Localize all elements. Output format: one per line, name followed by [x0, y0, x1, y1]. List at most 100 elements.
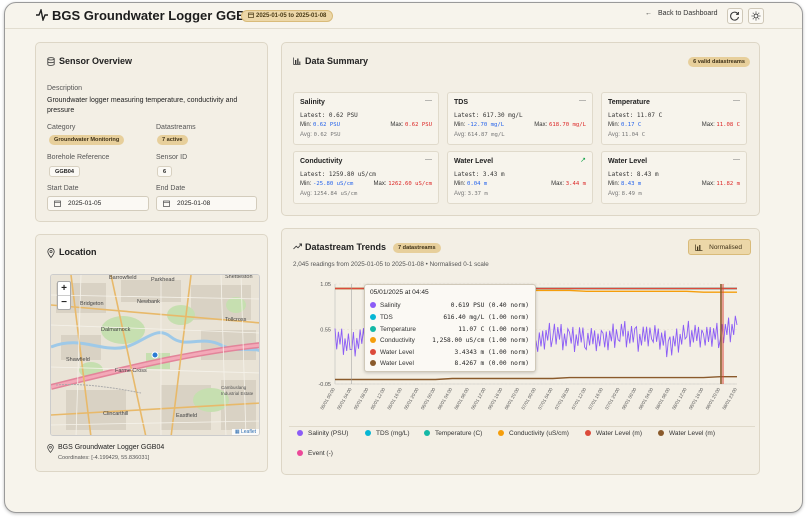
x-tick-label: 08/01 23:00 — [721, 387, 738, 411]
date-range-badge: 2025-01-05 to 2025-01-08 — [241, 10, 334, 22]
map-label: Shawfield — [66, 357, 90, 363]
stat-avg-label: Avg: — [608, 191, 620, 197]
end-date-field[interactable]: 2025-01-08 — [156, 196, 257, 211]
theme-toggle-button[interactable] — [748, 8, 764, 24]
data-summary-title: Data Summary — [305, 56, 369, 66]
stat-min: -12.70 mg/L — [467, 122, 505, 128]
location-map[interactable]: Barrowfield Parkhead Shettleston Bridget… — [50, 274, 260, 436]
legend-item[interactable]: Salinity (PSU) — [297, 430, 348, 437]
map-label: Cambuslang Industrial Estate — [221, 385, 254, 396]
legend-divider — [289, 426, 755, 427]
description-label: Description — [47, 85, 83, 92]
legend-dot — [370, 314, 376, 320]
zoom-in-button[interactable]: + — [58, 282, 70, 296]
stat-latest: Latest: 1259.80 uS/cm — [300, 171, 376, 178]
tooltip-series-name: Salinity — [380, 302, 401, 309]
x-tick-label: 05/01 08:00 — [353, 387, 370, 411]
end-date-value: 2025-01-08 — [177, 200, 211, 207]
end-date-label: End Date — [156, 185, 186, 192]
stat-max-label: Max: — [534, 122, 548, 128]
stat-max: 11.08 C — [716, 122, 740, 128]
stat-min-label: Min: — [608, 181, 620, 187]
x-tick-label: 08/01 12:00 — [671, 387, 688, 411]
back-to-dashboard-link[interactable]: ← Back to Dashboard — [645, 10, 718, 17]
map-label: Farme Cross — [115, 368, 147, 374]
zoom-out-button[interactable]: − — [61, 297, 67, 308]
map-label: Parkhead — [151, 277, 175, 283]
start-date-label: Start Date — [47, 185, 79, 192]
legend-item[interactable]: Water Level (m) — [585, 430, 642, 437]
page-title: BGS Groundwater Logger GGB04 — [52, 8, 261, 23]
y-tick-label: -0.05 — [318, 382, 331, 388]
stat-max-label: Max: — [701, 122, 715, 128]
stat-card-water-level: Water Level ↗ Latest: 3.43 m Min: 0.04 m… — [447, 151, 593, 204]
datastream-trends-title: Datastream Trends — [305, 242, 387, 252]
stat-latest: Latest: 617.30 mg/L — [454, 112, 523, 119]
stat-card-water-level-2: Water Level — Latest: 8.43 m Min: 8.43 m… — [601, 151, 747, 204]
x-tick-label: 06/01 08:00 — [453, 387, 470, 411]
legend-dot — [658, 430, 664, 436]
map-label: Bridgeton — [80, 301, 104, 307]
x-tick-label: 06/01 12:00 — [470, 387, 487, 411]
stat-min: -25.80 uS/cm — [313, 181, 354, 187]
x-tick-label: 08/01 00:00 — [621, 387, 638, 411]
stat-avg-label: Avg: — [300, 191, 312, 197]
bar-chart-icon — [695, 244, 703, 251]
map-label: Tollcross — [225, 317, 247, 323]
bar-chart-icon — [293, 57, 301, 65]
legend-item[interactable]: TDS (mg/L) — [365, 430, 410, 437]
trend-icon: — — [733, 97, 740, 104]
legend-dot — [370, 360, 376, 366]
tooltip-value: 616.40 mg/L (1.00 norm) — [443, 314, 529, 321]
datastreams-badge: 7 active — [157, 135, 188, 145]
zoom-control: + − — [57, 281, 71, 310]
top-bar: BGS Groundwater Logger GGB04 2025-01-05 … — [5, 3, 802, 29]
stat-min: 8.43 m — [621, 181, 642, 187]
normalised-toggle-button[interactable]: Normalised — [688, 239, 751, 255]
x-tick-label: 06/01 20:00 — [504, 387, 521, 411]
stat-name: Conductivity — [300, 158, 343, 165]
map-pin-icon — [47, 444, 54, 453]
back-label: Back to Dashboard — [658, 10, 718, 17]
location-name: BGS Groundwater Logger GGB04 — [58, 444, 165, 451]
legend-item[interactable]: Event (-) — [297, 450, 333, 457]
refresh-button[interactable] — [727, 8, 743, 24]
stat-max: 3.44 m — [565, 181, 586, 187]
legend-dot — [498, 430, 504, 436]
borehole-value: GGB04 — [49, 166, 80, 177]
legend-item[interactable]: Temperature (C) — [424, 430, 482, 437]
legend-dot — [365, 430, 371, 436]
x-tick-label: 06/01 04:00 — [437, 387, 454, 411]
valid-datastreams-badge: 6 valid datastreams — [688, 57, 750, 67]
legend-item[interactable]: Conductivity (uS/cm) — [498, 430, 569, 437]
x-tick-label: 07/01 12:00 — [571, 387, 588, 411]
start-date-field[interactable]: 2025-01-05 — [47, 196, 149, 211]
legend-dot — [370, 337, 376, 343]
series-line-5 — [335, 375, 737, 381]
x-tick-label: 08/01 16:00 — [688, 387, 705, 411]
app-window: BGS Groundwater Logger GGB04 2025-01-05 … — [4, 2, 803, 513]
x-tick-label: 05/01 12:00 — [370, 387, 387, 411]
stat-max: 0.62 PSU — [405, 122, 432, 128]
calendar-icon — [54, 200, 61, 207]
legend-label: Water Level (m) — [596, 430, 642, 437]
x-tick-label: 08/01 04:00 — [638, 387, 655, 411]
map-attribution[interactable]: ▦ Leaflet — [231, 429, 259, 435]
y-tick-label: 1.05 — [320, 282, 331, 288]
legend-item[interactable]: Water Level (m) — [658, 430, 715, 437]
calendar-icon — [163, 200, 170, 207]
stat-avg-label: Avg: — [454, 132, 466, 138]
tooltip-row: Water Level — [370, 349, 414, 356]
stat-name: Water Level — [608, 158, 648, 165]
map-label: Barrowfield — [109, 275, 137, 281]
stat-min-label: Min: — [608, 122, 620, 128]
sensor-id-value: 6 — [157, 166, 173, 177]
datastreams-label: Datastreams — [156, 124, 196, 131]
stat-name: Salinity — [300, 99, 325, 106]
category-label: Category — [47, 124, 76, 131]
stat-avg: 1254.84 uS/cm — [313, 191, 358, 197]
tooltip-series-name: Water Level — [380, 349, 414, 356]
x-tick-label: 05/01 16:00 — [386, 387, 403, 411]
x-tick-label: 05/01 00:00 — [319, 387, 336, 411]
map-label: Newbank — [137, 299, 160, 305]
